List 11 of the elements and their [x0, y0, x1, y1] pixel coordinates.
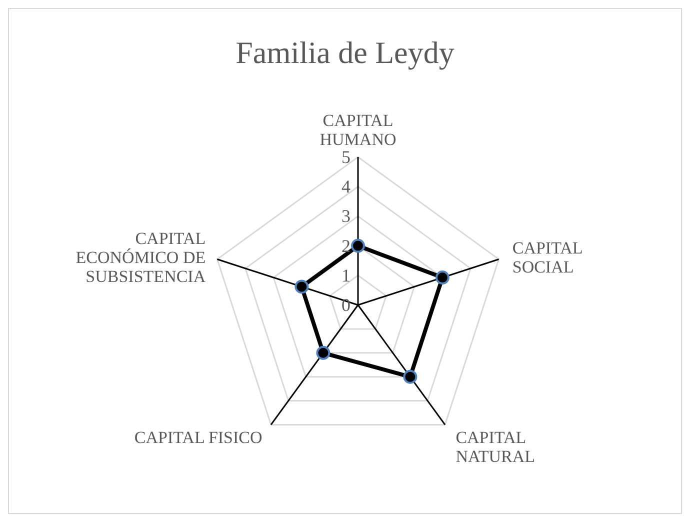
y-tick-label: 1	[342, 265, 350, 286]
spoke-label: CAPITAL HUMANO	[320, 110, 396, 148]
spoke-label: CAPITAL FISICO	[134, 428, 262, 447]
chart-title: Familia de Leydy	[234, 35, 456, 71]
y-tick-label: 2	[342, 236, 350, 256]
spoke-label: CAPITAL NATURAL	[456, 428, 536, 466]
y-tick-label: 3	[342, 206, 350, 226]
y-tick-label: 4	[342, 176, 350, 197]
y-tick-label: 5	[342, 147, 350, 167]
spoke-label: CAPITAL SOCIAL	[512, 238, 583, 276]
spoke-label: CAPITAL ECONÓMICO DE SUBSISTENCIA	[76, 228, 206, 286]
